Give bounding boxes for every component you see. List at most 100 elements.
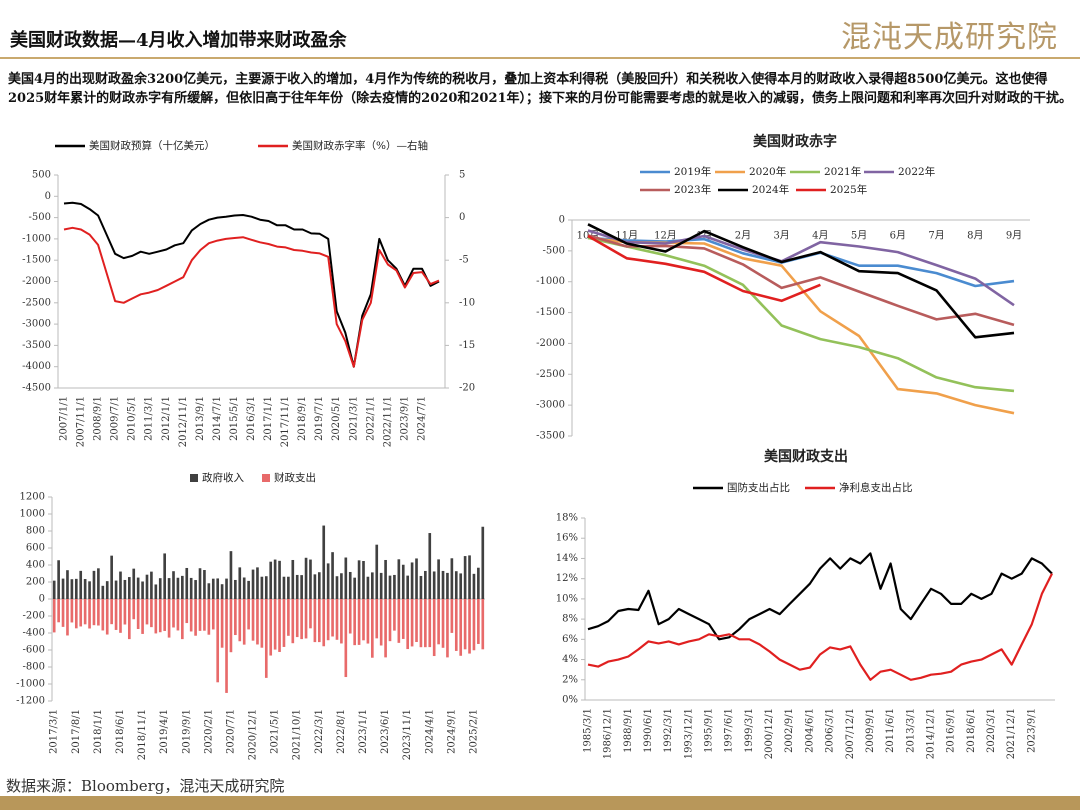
bar [189, 577, 193, 599]
bar [181, 575, 184, 599]
bar [163, 599, 166, 631]
bar [273, 559, 277, 599]
y-tick-label: -1500 [536, 307, 565, 318]
x-tick-label: 2019/4/1 [159, 709, 170, 754]
bar [450, 599, 454, 633]
y-tick-label: -1500 [22, 255, 51, 266]
bar [371, 572, 374, 599]
legend-label: 美国财政预算（十亿美元） [89, 139, 215, 152]
bar [472, 599, 476, 651]
bar [379, 599, 383, 646]
y-tick-label: -3000 [22, 319, 51, 330]
bar [150, 599, 153, 628]
y-tick-label: -2000 [22, 276, 51, 287]
bar [141, 599, 144, 634]
bar [446, 599, 449, 658]
bar [459, 573, 463, 599]
bar [304, 599, 308, 639]
bar [335, 599, 339, 640]
bar [172, 599, 175, 628]
x-tick-label: 2022/11/1 [382, 396, 393, 447]
x-tick-label: 2017/1/1 [263, 396, 274, 441]
bar [287, 576, 290, 599]
bar [340, 573, 343, 599]
bar [234, 599, 237, 636]
bar [198, 599, 202, 631]
line-series [63, 201, 440, 368]
x-tick-label: 2015/5/1 [229, 396, 240, 441]
x-tick-label: 2018/6/1 [115, 709, 126, 754]
bar [57, 599, 60, 623]
x-tick-label: 2014/12/1 [925, 708, 936, 759]
x-tick-label: 2025/2/1 [468, 709, 479, 754]
bar [181, 599, 184, 640]
bar [79, 599, 83, 627]
bar [167, 599, 171, 638]
bar [114, 580, 118, 599]
y-tick-label: -1000 [22, 233, 51, 244]
x-tick-label: 2023/11/1 [402, 709, 413, 760]
line-series [587, 229, 1015, 307]
bar [57, 560, 60, 599]
x-tick-label: 2007/11/1 [76, 396, 87, 447]
y2-tick-label: -15 [459, 340, 475, 351]
bar [211, 578, 215, 599]
bar [295, 599, 299, 638]
bar [357, 599, 361, 645]
legend-label: 2025年 [830, 183, 867, 196]
bar [92, 570, 96, 599]
bar [150, 571, 153, 599]
bar [353, 599, 356, 646]
x-tick-label: 5月 [851, 230, 867, 242]
legend-label: 财政支出 [274, 471, 316, 484]
bar [371, 599, 374, 658]
x-tick-label: 2024/4/1 [424, 709, 435, 754]
legend-label: 净利息支出占比 [839, 481, 913, 494]
x-tick-label: 2024/9/1 [446, 709, 457, 754]
x-tick-label: 1986/12/1 [603, 708, 614, 759]
bar [401, 564, 405, 599]
bar [397, 599, 401, 643]
line-series [63, 226, 440, 368]
bar [282, 599, 286, 647]
bar [52, 580, 56, 599]
x-tick-label: 2023/9/1 [399, 396, 410, 441]
bar [105, 599, 109, 635]
legend-label: 2019年 [674, 165, 711, 178]
x-tick-label: 2020/2/1 [203, 709, 214, 754]
bar [52, 599, 56, 633]
line-series [587, 236, 1015, 393]
bar [132, 568, 136, 599]
legend-swatch [262, 474, 270, 482]
bar [309, 559, 312, 599]
x-tick-label: 1992/3/1 [663, 708, 674, 753]
y-tick-label: -400 [23, 628, 45, 639]
bar [247, 599, 250, 630]
bar [163, 553, 166, 599]
bar [463, 556, 467, 599]
x-tick-label: 2016/3/1 [246, 396, 257, 441]
bar [158, 578, 162, 599]
bar [375, 599, 379, 639]
bar [348, 571, 352, 599]
x-tick-label: 2021/3/1 [348, 396, 359, 441]
bar [242, 599, 246, 645]
bar [393, 599, 396, 631]
x-tick-label: 2020/7/1 [225, 709, 236, 754]
y-tick-label: -3000 [536, 400, 565, 411]
x-tick-label: 2020/5/1 [331, 396, 342, 441]
bar [61, 599, 65, 627]
bar [278, 560, 281, 599]
bar [145, 574, 149, 599]
bar [167, 578, 171, 599]
x-tick-label: 2011/3/1 [144, 396, 155, 441]
x-tick-label: 4月 [812, 230, 828, 242]
chart-title: 美国财政支出 [764, 448, 848, 465]
bar [136, 599, 140, 630]
bar [424, 599, 427, 648]
bar [74, 599, 78, 629]
bar [114, 599, 118, 630]
bar [432, 599, 436, 657]
y-tick-label: -800 [23, 662, 45, 673]
y2-tick-label: -5 [459, 255, 469, 266]
